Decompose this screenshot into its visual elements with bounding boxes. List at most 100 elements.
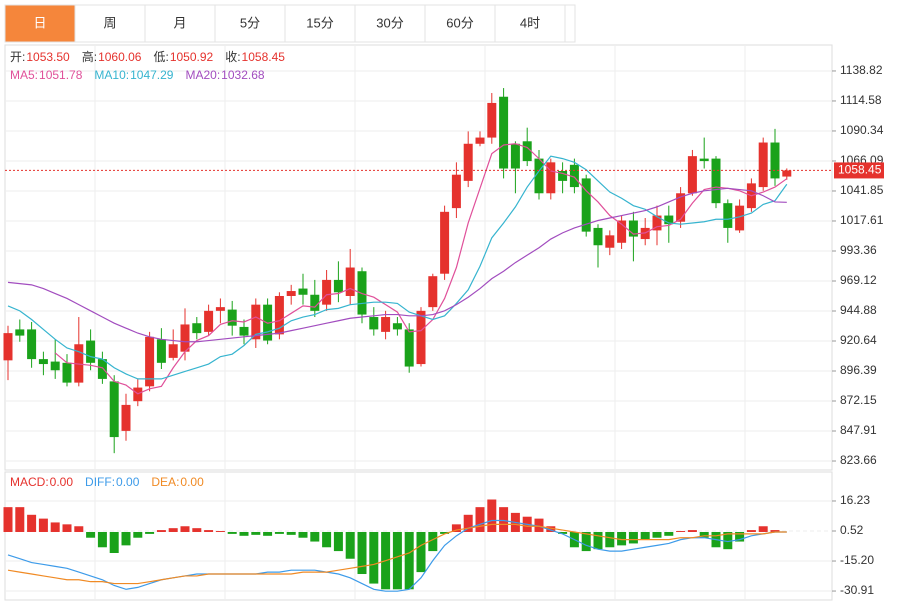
candle-body — [652, 215, 662, 231]
candle-body — [723, 203, 733, 228]
candle-body — [558, 170, 568, 181]
indicator-line — [7, 155, 788, 380]
tab[interactable]: 15分 — [284, 4, 356, 43]
indicator-line — [7, 519, 787, 592]
macd-bar — [86, 531, 96, 538]
macd-bar — [451, 524, 461, 532]
candle-body — [121, 404, 131, 431]
macd-bar — [676, 531, 686, 532]
y-tick-label: -15.20 — [840, 553, 874, 567]
tab[interactable]: 30分 — [354, 4, 426, 43]
candle-body — [569, 164, 579, 188]
legend-text: MA20: — [185, 68, 220, 82]
candle-body — [215, 307, 225, 311]
candle-body — [640, 227, 650, 240]
legend-text: 1058.45 — [242, 50, 286, 64]
candle-body — [192, 323, 202, 334]
candle-body — [499, 96, 509, 169]
tab-background — [354, 4, 426, 43]
price-panel — [4, 44, 833, 471]
tab-label: 日 — [33, 15, 46, 30]
tab-background — [494, 4, 566, 43]
candle-body — [204, 310, 214, 332]
candle-body — [15, 329, 25, 336]
y-tick-label: 1017.61 — [840, 213, 884, 227]
tab-background — [4, 4, 76, 43]
y-tick-label: 16.23 — [840, 493, 870, 507]
candle-body — [510, 143, 520, 169]
candle-body — [475, 137, 485, 144]
macd-bar — [274, 531, 284, 534]
macd-bar — [558, 531, 568, 534]
y-tick-label: -30.91 — [840, 583, 874, 597]
candle-body — [404, 329, 414, 367]
macd-bar — [770, 530, 780, 532]
candle-body — [381, 317, 391, 332]
candle-body — [310, 294, 320, 311]
y-tick-label: 969.12 — [840, 273, 877, 287]
macd-bar — [369, 531, 379, 584]
macd-bar — [322, 531, 332, 548]
candle-body — [74, 344, 84, 383]
legend-text: 1050.92 — [170, 50, 214, 64]
last-price-box — [834, 162, 884, 179]
macd-bar — [204, 530, 214, 532]
macd-bar — [215, 531, 225, 532]
candle-body — [50, 361, 60, 371]
macd-bar — [416, 531, 426, 573]
macd-bar — [74, 526, 84, 532]
candle-body — [617, 220, 627, 243]
legend-text: MA5: — [10, 68, 38, 82]
tab[interactable]: 日 — [4, 4, 76, 43]
y-tick-label: 0.52 — [840, 523, 864, 537]
candle-body — [758, 142, 768, 188]
macd-bar — [121, 531, 131, 546]
tab[interactable]: 60分 — [424, 4, 496, 43]
legend-text: 收: — [225, 50, 240, 64]
candle-body — [522, 141, 532, 162]
macd-bar — [227, 531, 237, 534]
candle-body — [440, 211, 450, 274]
tab[interactable]: 5分 — [214, 4, 286, 43]
legend-text: DIFF: — [85, 475, 115, 489]
candle-body — [735, 205, 745, 231]
candle-body — [770, 142, 780, 179]
legend-text: 高: — [82, 49, 97, 64]
candle-body — [62, 362, 72, 383]
candle-body — [593, 227, 603, 246]
indicator-line — [54, 143, 788, 395]
macd-bar — [664, 531, 674, 536]
tab[interactable]: 周 — [74, 4, 146, 43]
macd-bar — [62, 524, 72, 532]
macd-bar — [758, 526, 768, 532]
candle-body — [428, 276, 438, 308]
y-tick-label: 872.15 — [840, 393, 877, 407]
tab-label: 30分 — [376, 15, 403, 30]
y-tick-label: 944.88 — [840, 303, 877, 317]
macd-bar — [687, 530, 697, 532]
y-tick-label: 1138.82 — [840, 63, 883, 77]
tab[interactable]: 月 — [144, 4, 216, 43]
y-tick-label: 847.91 — [840, 423, 877, 437]
macd-bar — [3, 507, 13, 532]
legend-text: 1053.50 — [26, 50, 70, 64]
legend-text: 0.00 — [116, 475, 140, 489]
candle-body — [156, 339, 166, 363]
y-tick-label: 823.66 — [840, 453, 877, 467]
candle-body — [782, 170, 792, 177]
candle-body — [451, 174, 461, 209]
macd-bar — [746, 530, 756, 532]
tab[interactable]: 4时 — [494, 4, 566, 43]
tab-background — [424, 4, 496, 43]
candle-body — [581, 178, 591, 232]
legend-text: DEA: — [151, 475, 179, 489]
macd-bar — [345, 531, 355, 559]
macd-bar — [605, 531, 615, 548]
macd-bar — [463, 514, 473, 532]
macd-bar — [109, 531, 119, 554]
tab-label: 5分 — [240, 15, 260, 30]
vertical-grid — [94, 45, 746, 600]
y-tick-label: 1090.34 — [840, 123, 884, 137]
candle-body — [274, 295, 284, 335]
